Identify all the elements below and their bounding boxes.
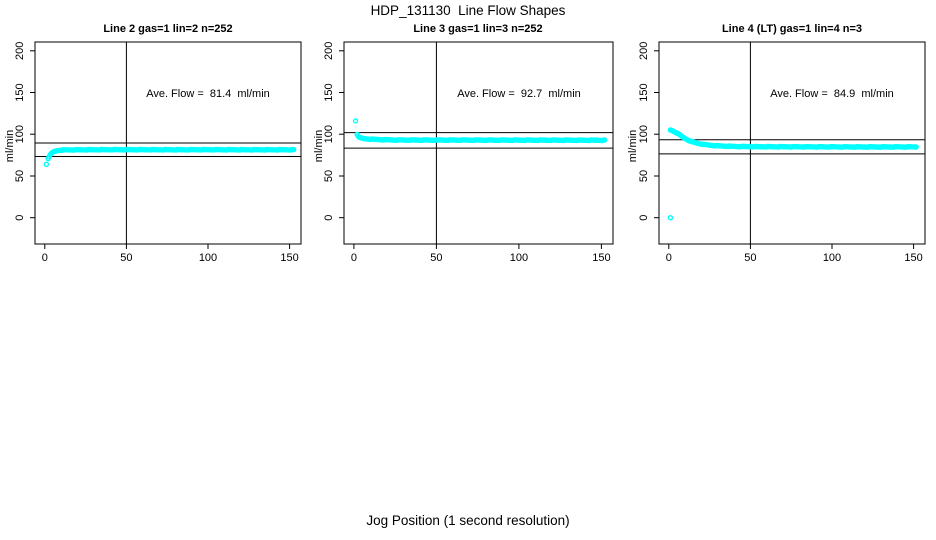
- panel-2-title: Line 3 gas=1 lin=3 n=252: [413, 23, 542, 35]
- x-tick-label: 100: [510, 252, 528, 264]
- panel-2-y-axis-label: ml/min: [313, 130, 325, 162]
- data-point: [291, 146, 297, 153]
- x-tick-label: 50: [430, 252, 442, 264]
- y-tick-label: 200: [14, 42, 26, 60]
- y-tick-label: 200: [638, 42, 650, 60]
- y-tick-label: 50: [14, 170, 26, 182]
- panel-3-title: Line 4 (LT) gas=1 lin=4 n=3: [722, 23, 862, 35]
- data-point: [913, 144, 919, 150]
- x-tick-label: 0: [351, 252, 357, 264]
- x-tick-label: 50: [744, 252, 756, 264]
- plot-box: [343, 41, 614, 245]
- y-tick-label: 100: [638, 125, 650, 143]
- y-tick-label: 150: [638, 83, 650, 101]
- data-point: [602, 137, 608, 143]
- panel-1-annotation: Ave. Flow = 81.4 ml/min: [146, 88, 270, 100]
- x-tick-label: 150: [592, 252, 610, 264]
- x-tick-label: 100: [823, 252, 841, 264]
- y-tick-label: 0: [323, 215, 335, 221]
- panel-1-title: Line 2 gas=1 lin=2 n=252: [103, 23, 232, 35]
- panel-3: 0 50 100 150 0 50 100 150 200: [638, 41, 926, 264]
- data-point: [43, 161, 50, 168]
- x-tick-label: 150: [280, 252, 298, 264]
- y-tick-label: 100: [14, 125, 26, 143]
- y-tick-label: 0: [14, 215, 26, 221]
- panels: 0 50 100 150 0 50 100 150 200 0 50 100 150 0 50 100 150 2…: [14, 41, 926, 264]
- x-axis-label: Jog Position (1 second resolution): [366, 513, 569, 528]
- x-tick-label: 0: [42, 252, 48, 264]
- plot-box: [658, 41, 926, 245]
- panel-2: 0 50 100 150 0 50 100 150 200: [323, 41, 614, 264]
- y-tick-label: 50: [638, 170, 650, 182]
- data-point: [667, 214, 674, 221]
- x-tick-label: 50: [120, 252, 132, 264]
- x-tick-label: 150: [904, 252, 922, 264]
- y-tick-label: 200: [323, 42, 335, 60]
- panel-1-y-axis-label: ml/min: [4, 130, 16, 162]
- panel-2-annotation: Ave. Flow = 92.7 ml/min: [457, 88, 581, 100]
- y-tick-label: 50: [323, 170, 335, 182]
- y-tick-label: 150: [323, 83, 335, 101]
- figure-title: HDP_131130 Line Flow Shapes: [371, 3, 566, 18]
- data-point: [352, 118, 359, 124]
- panel-3-annotation: Ave. Flow = 84.9 ml/min: [770, 88, 894, 100]
- panel-1: 0 50 100 150 0 50 100 150 200: [14, 41, 302, 264]
- y-tick-label: 100: [323, 125, 335, 143]
- y-tick-label: 150: [14, 83, 26, 101]
- x-tick-label: 100: [199, 252, 217, 264]
- x-tick-label: 0: [666, 252, 672, 264]
- y-tick-label: 0: [638, 215, 650, 221]
- panel-3-y-axis-label: ml/min: [627, 130, 639, 162]
